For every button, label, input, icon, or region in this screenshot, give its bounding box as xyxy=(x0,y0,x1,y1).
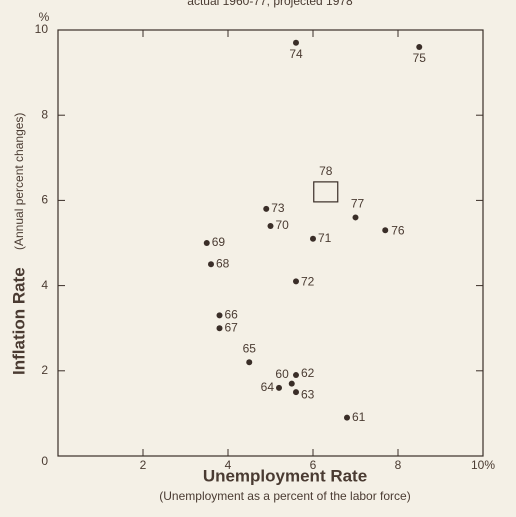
point xyxy=(288,380,295,387)
point-label: 65 xyxy=(243,341,257,355)
point xyxy=(310,235,316,242)
chart-subtitle: actual 1960-77, projected 1978 xyxy=(187,0,353,8)
point xyxy=(293,39,299,46)
point xyxy=(203,240,210,246)
point-label: 63 xyxy=(301,387,315,401)
point-label: 78 xyxy=(319,164,333,178)
point xyxy=(293,278,299,285)
x-axis-subtitle: (Unemployment as a percent of the labor … xyxy=(159,489,410,503)
point xyxy=(416,44,423,51)
point xyxy=(267,222,274,229)
point xyxy=(344,414,350,421)
point-label: 71 xyxy=(318,231,332,245)
point xyxy=(352,214,359,221)
y-tick-label: 10 xyxy=(35,22,49,36)
point-label: 75 xyxy=(413,51,427,65)
point xyxy=(263,205,270,212)
y-axis-title-group: Inflation Rate (Annual percent changes) xyxy=(9,113,28,375)
y-axis-subtitle: (Annual percent changes) xyxy=(12,113,26,250)
point-label: 60 xyxy=(275,367,289,381)
point-label: 62 xyxy=(301,366,315,380)
point xyxy=(216,325,223,332)
point-label: 72 xyxy=(301,275,315,289)
point-label: 66 xyxy=(225,308,239,322)
y-tick-label: 6 xyxy=(41,193,48,207)
plot-frame xyxy=(57,29,484,457)
point xyxy=(293,389,299,396)
x-tick-label: 6 xyxy=(310,458,317,472)
y-tick-label: 8 xyxy=(41,107,48,121)
y-tick-label: 0 xyxy=(41,454,48,468)
point xyxy=(276,384,282,391)
x-axis-title: Unemployment Rate xyxy=(203,466,367,485)
point xyxy=(216,312,223,319)
point-label: 64 xyxy=(261,380,275,394)
point-square xyxy=(313,181,339,203)
point-label: 74 xyxy=(289,47,303,61)
x-tick-label: 2 xyxy=(140,458,147,472)
point xyxy=(382,227,389,234)
y-tick-label: 2 xyxy=(41,363,48,377)
x-tick-label: 8 xyxy=(395,458,402,472)
point-label: 69 xyxy=(212,235,226,249)
point-label: 61 xyxy=(352,410,366,424)
x-tick-label: 10% xyxy=(471,458,495,472)
point xyxy=(208,261,214,268)
point-label: 73 xyxy=(271,201,285,215)
point xyxy=(246,359,253,366)
x-tick-label: 4 xyxy=(225,458,232,472)
point-label: 68 xyxy=(216,256,230,270)
y-unit: % xyxy=(39,10,50,24)
point-label: 70 xyxy=(276,218,290,232)
y-tick-label: 4 xyxy=(41,278,48,292)
point xyxy=(293,372,299,379)
point-label: 76 xyxy=(391,223,405,237)
point-label: 77 xyxy=(351,197,365,211)
point-label: 67 xyxy=(225,320,239,334)
y-axis-title: Inflation Rate xyxy=(9,267,28,375)
